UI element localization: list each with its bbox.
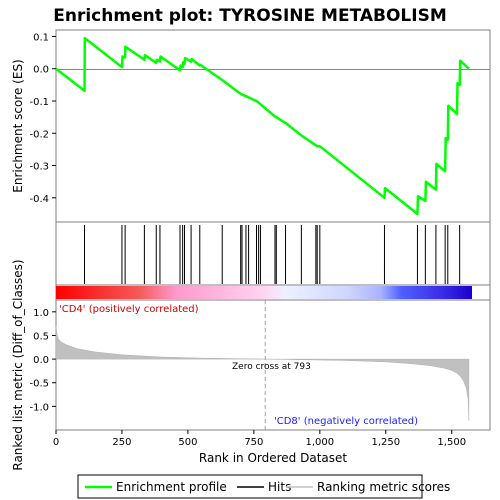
es-y-tick-label: 0.0 [33,65,49,76]
legend-hits-label: Hits [268,480,291,494]
x-tick-label: 250 [112,437,131,448]
x-tick-label: 1,500 [437,437,466,448]
es-y-tick-label: -0.2 [29,129,49,140]
legend-enrichment-label: Enrichment profile [116,480,227,494]
x-tick-label: 500 [178,437,197,448]
es-y-tick-label: 0.1 [33,32,49,43]
x-tick-label: 1,250 [371,437,400,448]
zero-cross-label: Zero cross at 793 [232,362,311,372]
ranked-metric-panel [55,299,491,431]
hit-markers [83,225,461,284]
es-y-tick-label: -0.1 [29,97,49,108]
chart-title: Enrichment plot: TYROSINE METABOLISM [53,6,446,26]
metric-y-axis-label: Ranked list metric (Diff_of_Classes) [11,259,25,470]
positive-class-label: 'CD4' (positively correlated) [59,304,199,315]
enrichment-profile-line [55,36,470,216]
legend-metric-label: Ranking metric scores [317,480,450,494]
metric-y-axis: 1.0 0.5 0.0 -0.5 -1.0 [29,308,56,413]
es-y-tick-label: -0.3 [29,162,49,173]
metric-y-tick-label: 0.0 [33,355,49,366]
es-y-tick-label: -0.4 [29,194,49,205]
enrichment-panel [55,29,491,223]
x-axis: 0 250 500 750 1,000 1,250 1,500 [53,430,466,448]
x-axis-label: Rank in Ordered Dataset [199,451,347,465]
es-y-axis-label: Enrichment score (ES) [11,59,25,192]
metric-y-tick-label: -0.5 [29,379,49,390]
x-tick-label: 750 [244,437,263,448]
metric-y-tick-label: -1.0 [29,402,49,413]
rank-colour-gradient [56,286,472,299]
es-y-axis: 0.1 0.0 -0.1 -0.2 -0.3 -0.4 [29,32,56,205]
negative-class-label: 'CD8' (negatively correlated) [274,416,418,427]
metric-y-tick-label: 1.0 [33,308,49,319]
x-tick-label: 1,000 [306,437,335,448]
x-tick-label: 0 [53,437,59,448]
ranking-metric-area [55,325,470,421]
metric-y-tick-label: 0.5 [33,331,49,342]
